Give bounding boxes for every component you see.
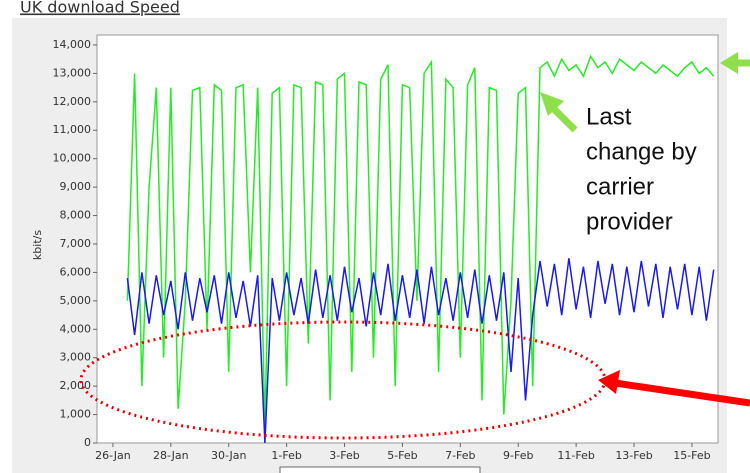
- red-arrowhead: [598, 370, 620, 394]
- series-line: [126, 54, 715, 429]
- y-tick-label: 10,000: [53, 152, 92, 165]
- scrollbar[interactable]: [279, 466, 481, 473]
- y-axis-label: kbit/s: [31, 230, 44, 260]
- y-tick-label: 14,000: [53, 38, 92, 51]
- annotation-text: Last: [586, 103, 632, 130]
- y-tick-label: 9,000: [60, 180, 92, 193]
- x-tick-label: 13-Feb: [615, 449, 652, 462]
- x-tick-label: 15-Feb: [673, 449, 710, 462]
- y-tick-label: 7,000: [60, 237, 92, 250]
- y-tick-label: 2,000: [60, 379, 92, 392]
- series-line: [126, 258, 715, 444]
- green-arrowhead: [720, 52, 738, 74]
- y-tick-label: 1,000: [60, 408, 92, 421]
- y-tick-label: 3,000: [60, 351, 92, 364]
- x-tick-label: 1-Feb: [271, 449, 301, 462]
- green-arrowhead: [540, 92, 564, 116]
- x-tick-label: 5-Feb: [387, 449, 417, 462]
- y-tick-label: 6,000: [60, 265, 92, 278]
- y-tick-label: 5,000: [60, 294, 92, 307]
- x-tick-label: 30-Jan: [211, 449, 247, 462]
- x-tick-label: 28-Jan: [153, 449, 189, 462]
- y-tick-label: 13,000: [53, 66, 92, 79]
- x-tick-label: 3-Feb: [329, 449, 359, 462]
- x-tick-label: 7-Feb: [445, 449, 475, 462]
- annotation-text: change by: [586, 138, 697, 165]
- annotation-text: carrier: [586, 173, 654, 200]
- x-tick-label: 9-Feb: [503, 449, 533, 462]
- x-tick-label: 11-Feb: [557, 449, 594, 462]
- annotation-text: provider: [586, 208, 673, 235]
- y-tick-label: 4,000: [60, 322, 92, 335]
- y-tick-label: 0: [84, 436, 91, 449]
- y-tick-label: 11,000: [53, 123, 92, 136]
- x-tick-label: 26-Jan: [95, 449, 131, 462]
- red-arrow: [614, 379, 750, 407]
- green-arrow: [549, 104, 578, 133]
- y-tick-label: 12,000: [53, 95, 92, 108]
- page-title[interactable]: UK download Speed: [20, 0, 180, 17]
- y-tick-label: 8,000: [60, 209, 92, 222]
